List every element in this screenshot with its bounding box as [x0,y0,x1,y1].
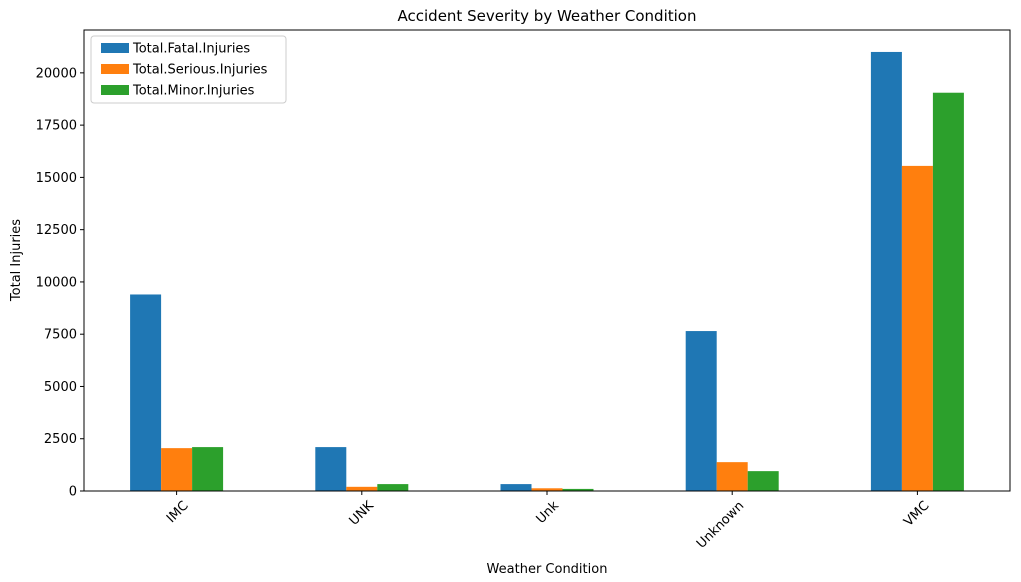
x-axis: IMC UNK Unk Unknown VMC [164,491,932,552]
legend-label: Total.Minor.Injuries [132,84,255,99]
bar-unknown-2 [747,471,779,491]
x-tick-label: IMC [164,498,192,526]
y-tick-label: 2500 [44,432,77,447]
legend-box [90,35,287,104]
x-tick-label: VMC [901,498,932,529]
y-tick-label: 20000 [36,66,77,81]
bar-unknown-1 [716,462,748,491]
bar-vmc-1 [901,165,933,491]
y-tick-label: 5000 [44,380,77,395]
bar-vmc-0 [870,51,902,491]
bar-imc-1 [161,448,193,491]
bar-unk-1 [346,486,378,491]
x-axis-label: Weather Condition [487,562,608,577]
x-tick-label: Unknown [694,498,747,551]
y-tick-label: 10000 [36,275,77,290]
legend: Total.Fatal.Injuries Total.Serious.Injuri… [90,35,287,104]
bar-unk-2 [377,484,409,491]
bar-vmc-2 [932,92,964,492]
legend-label: Total.Serious.Injuries [132,63,268,78]
bar-unk-2 [562,488,594,491]
x-tick-label: UNK [347,498,378,529]
bar-unk-0 [500,484,532,491]
legend-swatch [101,43,129,53]
bars-group [130,51,964,492]
y-tick-label: 12500 [36,223,77,238]
y-tick-label: 7500 [44,328,77,343]
legend-label: Total.Fatal.Injuries [132,42,250,57]
legend-swatch [101,85,129,95]
bar-imc-2 [192,447,224,491]
chart-title: Accident Severity by Weather Condition [398,7,697,25]
legend-swatch [101,64,129,74]
bar-imc-0 [130,294,162,491]
y-tick-label: 0 [69,485,77,500]
y-tick-label: 17500 [36,119,77,134]
y-tick-label: 15000 [36,171,77,186]
bar-unk-1 [531,488,563,491]
y-axis: 0 2500 5000 7500 10000 12500 15000 17500 20000 [36,66,84,500]
x-tick-label: Unk [534,498,563,527]
bar-unknown-0 [685,331,717,491]
y-axis-label: Total Injuries [9,219,24,302]
bar-unk-0 [315,447,347,491]
